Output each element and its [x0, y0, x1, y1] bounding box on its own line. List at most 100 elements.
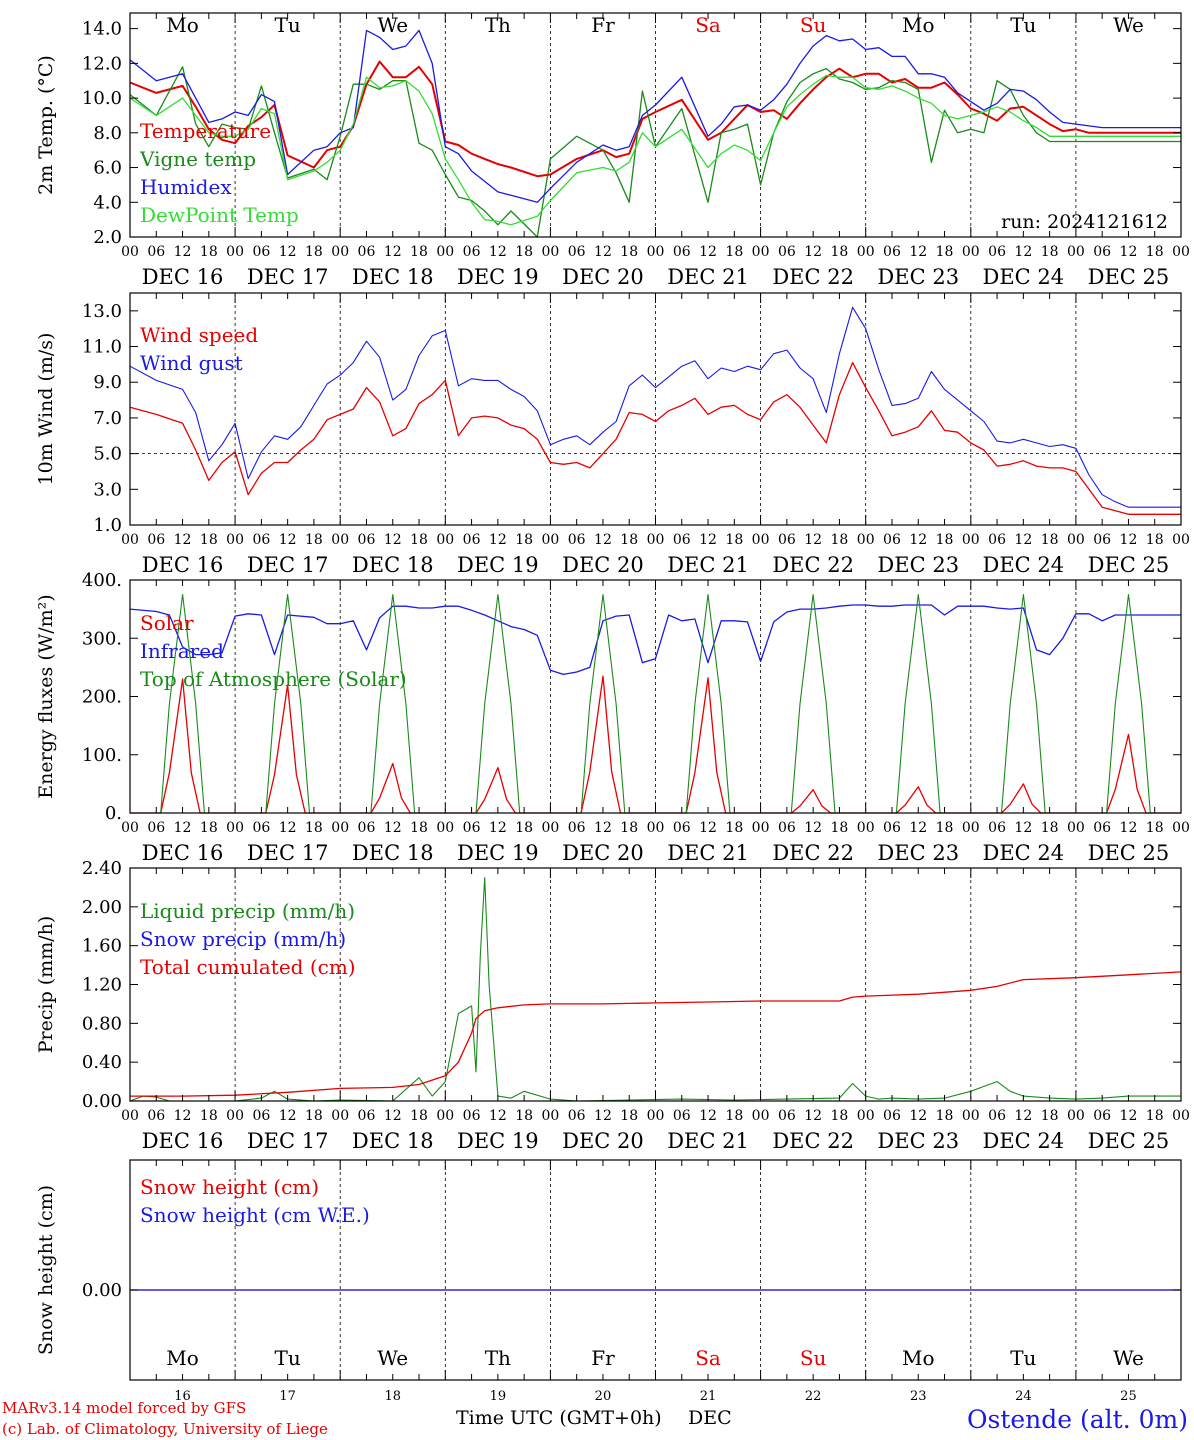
series-line-wind-gust: [129, 306, 1181, 508]
hour-tick-label: 12: [384, 532, 402, 548]
hour-tick-label: 18: [936, 532, 954, 548]
hour-tick-label: 00: [752, 1108, 770, 1124]
day-number-label: 25: [1120, 1389, 1137, 1404]
hour-tick-label: 06: [778, 820, 796, 836]
hour-tick-label: 18: [1041, 1108, 1059, 1124]
date-label: DEC 17: [247, 841, 329, 865]
hour-tick-label: 06: [673, 532, 691, 548]
hour-tick-label: 06: [883, 532, 901, 548]
series-line-vigne-temp: [129, 66, 1181, 238]
date-label: DEC 17: [247, 1129, 329, 1153]
hour-tick-label: 12: [699, 532, 717, 548]
hour-tick-label: 06: [568, 820, 586, 836]
date-label: DEC 18: [352, 1129, 434, 1153]
date-label: DEC 16: [142, 1129, 224, 1153]
y-tick-label: 12.0: [82, 53, 122, 74]
hour-tick-label: 12: [174, 244, 192, 260]
hour-tick-label: 18: [305, 244, 323, 260]
date-label: DEC 25: [1088, 841, 1170, 865]
day-name-label: Th: [485, 13, 511, 37]
legend-entry: Temperature: [140, 119, 271, 143]
hour-tick-label: 00: [1067, 1108, 1085, 1124]
hour-tick-label: 12: [594, 1108, 612, 1124]
date-label: DEC 17: [247, 265, 329, 289]
hour-tick-label: 06: [252, 820, 270, 836]
hour-tick-label: 00: [857, 532, 875, 548]
time-axis-label: Time UTC (GMT+0h): [456, 1407, 662, 1429]
hour-tick-label: 12: [909, 1108, 927, 1124]
date-label: DEC 16: [142, 841, 224, 865]
y-tick-label: 6.0: [93, 158, 122, 179]
y-tick-label: 2.40: [82, 858, 122, 879]
day-name-label: Tu: [275, 13, 301, 37]
date-label: DEC 24: [983, 1129, 1065, 1153]
day-name-label: Su: [800, 13, 827, 37]
legend-entry: Vigne temp: [139, 147, 256, 171]
hour-tick-label: 18: [200, 532, 218, 548]
series-line-liquid-precip-mm-h-: [129, 877, 1181, 1102]
hour-tick-label: 12: [1014, 532, 1032, 548]
hour-tick-label: 00: [752, 532, 770, 548]
hour-tick-label: 12: [804, 532, 822, 548]
y-tick-label: 10.0: [82, 88, 122, 109]
date-label: DEC 25: [1088, 553, 1170, 577]
hour-tick-label: 00: [962, 1108, 980, 1124]
legend-entry: Top of Atmosphere (Solar): [140, 667, 407, 691]
hour-tick-label: 12: [489, 244, 507, 260]
hour-tick-label: 06: [778, 532, 796, 548]
y-tick-label: 0.00: [82, 1280, 122, 1301]
hour-tick-label: 18: [305, 1108, 323, 1124]
y-tick-label: 9.0: [93, 372, 122, 393]
hour-tick-label: 12: [699, 820, 717, 836]
hour-tick-label: 18: [305, 820, 323, 836]
hour-tick-label: 00: [1172, 820, 1190, 836]
run-label: run: 2024121612: [1001, 211, 1168, 233]
day-name-label: Su: [800, 1346, 827, 1370]
hour-tick-label: 12: [594, 820, 612, 836]
date-label: DEC 23: [877, 1129, 959, 1153]
legend-entry: Liquid precip (mm/h): [140, 899, 355, 923]
hour-tick-label: 18: [831, 1108, 849, 1124]
hour-tick-label: 12: [804, 1108, 822, 1124]
hour-tick-label: 00: [857, 1108, 875, 1124]
legend-entry: Humidex: [140, 175, 232, 199]
hour-tick-label: 18: [831, 532, 849, 548]
hour-tick-label: 12: [1120, 820, 1138, 836]
y-tick-label: 2.0: [93, 227, 122, 248]
day-number-label: 17: [279, 1389, 296, 1404]
series-line-dewpoint-temp: [129, 74, 1181, 226]
legend-entry: DewPoint Temp: [140, 203, 299, 227]
y-axis-label: 2m Temp. (°C): [35, 55, 57, 195]
hour-tick-label: 00: [962, 820, 980, 836]
hour-tick-label: 18: [936, 1108, 954, 1124]
hour-tick-label: 00: [647, 532, 665, 548]
series-line-total-cumulated-cm-: [130, 971, 1182, 1097]
hour-tick-label: 00: [647, 1108, 665, 1124]
day-name-label: We: [1113, 1346, 1144, 1370]
hour-tick-label: 18: [1146, 532, 1164, 548]
hour-tick-label: 00: [857, 244, 875, 260]
series-line-wind-speed: [129, 361, 1181, 515]
hour-tick-label: 00: [962, 244, 980, 260]
date-label: DEC 22: [772, 553, 854, 577]
hour-tick-label: 06: [673, 244, 691, 260]
y-axis-label: Snow height (cm): [35, 1185, 57, 1355]
hour-tick-label: 18: [410, 532, 428, 548]
hour-tick-label: 00: [647, 820, 665, 836]
hour-tick-label: 00: [121, 1108, 139, 1124]
hour-tick-label: 12: [279, 244, 297, 260]
credit-lab: (c) Lab. of Climatology, University of L…: [2, 1420, 328, 1438]
hour-tick-label: 12: [489, 820, 507, 836]
date-label: DEC 24: [983, 265, 1065, 289]
day-number-label: 22: [805, 1389, 822, 1404]
hour-tick-label: 06: [463, 820, 481, 836]
hour-tick-label: 18: [1146, 1108, 1164, 1124]
hour-tick-label: 12: [489, 1108, 507, 1124]
hour-tick-label: 18: [725, 820, 743, 836]
month-label: DEC: [688, 1407, 732, 1429]
day-name-label: We: [377, 13, 408, 37]
hour-tick-label: 00: [647, 244, 665, 260]
y-tick-label: 300.: [82, 628, 122, 649]
date-label: DEC 19: [457, 841, 539, 865]
date-label: DEC 23: [877, 553, 959, 577]
